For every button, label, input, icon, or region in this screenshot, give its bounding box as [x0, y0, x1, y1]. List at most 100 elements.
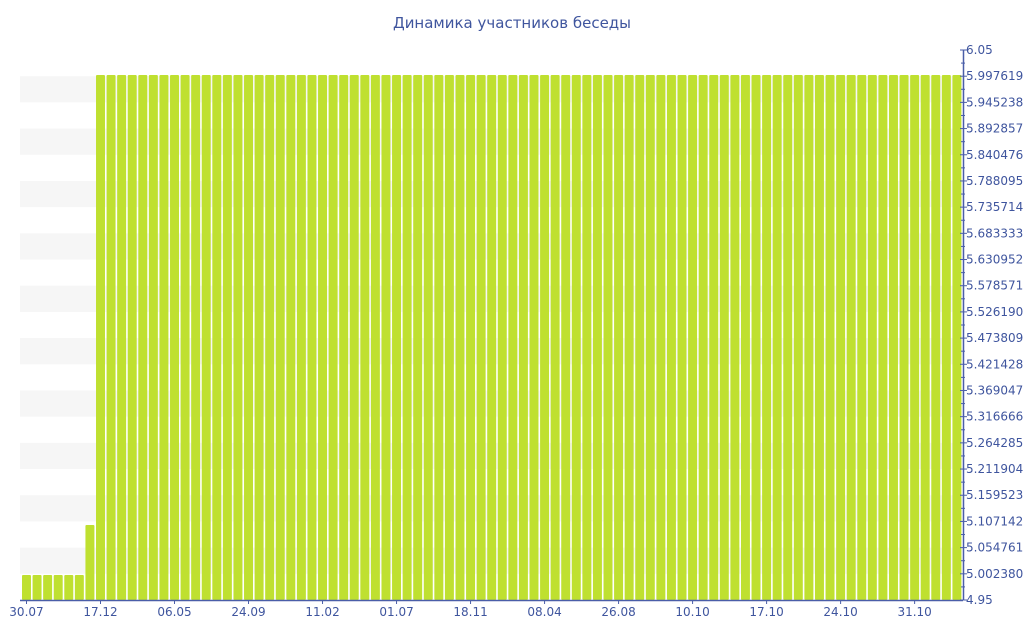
y-tick-label: 6.05	[966, 43, 993, 57]
bar	[328, 75, 338, 600]
bar	[709, 75, 719, 600]
bar	[191, 75, 201, 600]
y-tick-label: 5.630952	[966, 253, 1023, 267]
x-tick-label: 24.09	[231, 605, 265, 619]
bar	[318, 75, 328, 600]
bar	[730, 75, 740, 600]
y-tick-label: 5.526190	[966, 305, 1023, 319]
bar	[614, 75, 624, 600]
y-tick-label: 5.054761	[966, 541, 1023, 555]
x-tick-label: 06.05	[157, 605, 191, 619]
bar	[222, 75, 232, 600]
x-tick-label: 01.07	[379, 605, 413, 619]
y-tick-label: 5.840476	[966, 148, 1023, 162]
y-tick-label: 5.421428	[966, 357, 1023, 371]
bar	[582, 75, 592, 600]
bar	[201, 75, 211, 600]
y-tick-label: 5.316666	[966, 410, 1023, 424]
bar	[550, 75, 560, 600]
bar	[349, 75, 359, 600]
y-tick-label: 5.945238	[966, 95, 1023, 109]
y-tick-label: 4.95	[966, 593, 993, 607]
bar	[455, 75, 465, 600]
bar	[307, 75, 317, 600]
bar	[941, 75, 951, 600]
bar	[920, 75, 930, 600]
bar	[85, 525, 95, 600]
x-tick-label: 26.08	[601, 605, 635, 619]
bar	[762, 75, 772, 600]
bar	[413, 75, 423, 600]
y-tick-label: 5.997619	[966, 69, 1023, 83]
bar	[254, 75, 264, 600]
bar	[180, 75, 190, 600]
bar	[772, 75, 782, 600]
bar	[740, 75, 750, 600]
bar	[529, 75, 539, 600]
bar	[846, 75, 856, 600]
bar	[603, 75, 613, 600]
bar	[677, 75, 687, 600]
bar	[952, 75, 962, 600]
y-tick-label: 5.369047	[966, 383, 1023, 397]
bar	[106, 75, 116, 600]
bar	[888, 75, 898, 600]
bar	[910, 75, 920, 600]
bar	[783, 75, 793, 600]
bar	[719, 75, 729, 600]
bar	[561, 75, 571, 600]
bar	[497, 75, 507, 600]
bar	[423, 75, 433, 600]
bar	[43, 575, 53, 600]
x-tick-label: 17.10	[749, 605, 783, 619]
bar	[402, 75, 412, 600]
bar	[836, 75, 846, 600]
bar	[751, 75, 761, 600]
bar	[804, 75, 814, 600]
x-tick-label: 10.10	[675, 605, 709, 619]
bar	[518, 75, 528, 600]
chart-title: Динамика участников беседы	[393, 14, 631, 32]
bar	[296, 75, 306, 600]
bar	[22, 575, 31, 600]
bar	[138, 75, 148, 600]
bar	[32, 575, 42, 600]
bar	[857, 75, 867, 600]
x-tick-label: 08.04	[527, 605, 561, 619]
bar	[540, 75, 550, 600]
bar	[487, 75, 497, 600]
bar	[360, 75, 370, 600]
bar	[793, 75, 803, 600]
y-tick-label: 5.788095	[966, 174, 1023, 188]
bar	[434, 75, 444, 600]
bar	[392, 75, 402, 600]
y-tick-label: 5.107142	[966, 514, 1023, 528]
bar	[53, 575, 63, 600]
bar	[592, 75, 602, 600]
x-tick-label: 11.02	[305, 605, 339, 619]
bar	[666, 75, 676, 600]
bar	[381, 75, 391, 600]
x-tick-label: 31.10	[897, 605, 931, 619]
bar	[148, 75, 158, 600]
bar	[244, 75, 254, 600]
bar	[466, 75, 476, 600]
y-tick-label: 5.264285	[966, 436, 1023, 450]
bar	[265, 75, 275, 600]
bar	[286, 75, 296, 600]
bar	[117, 75, 127, 600]
x-tick-label: 30.07	[9, 605, 43, 619]
bar	[212, 75, 222, 600]
bar	[656, 75, 666, 600]
y-tick-label: 5.002380	[966, 567, 1023, 581]
bar	[96, 75, 105, 600]
y-tick-label: 5.735714	[966, 200, 1023, 214]
bar	[624, 75, 634, 600]
bar	[698, 75, 708, 600]
bar	[635, 75, 645, 600]
y-tick-label: 5.892857	[966, 122, 1023, 136]
bar	[275, 75, 285, 600]
bar	[571, 75, 581, 600]
bar	[825, 75, 835, 600]
y-tick-label: 5.473809	[966, 331, 1023, 345]
